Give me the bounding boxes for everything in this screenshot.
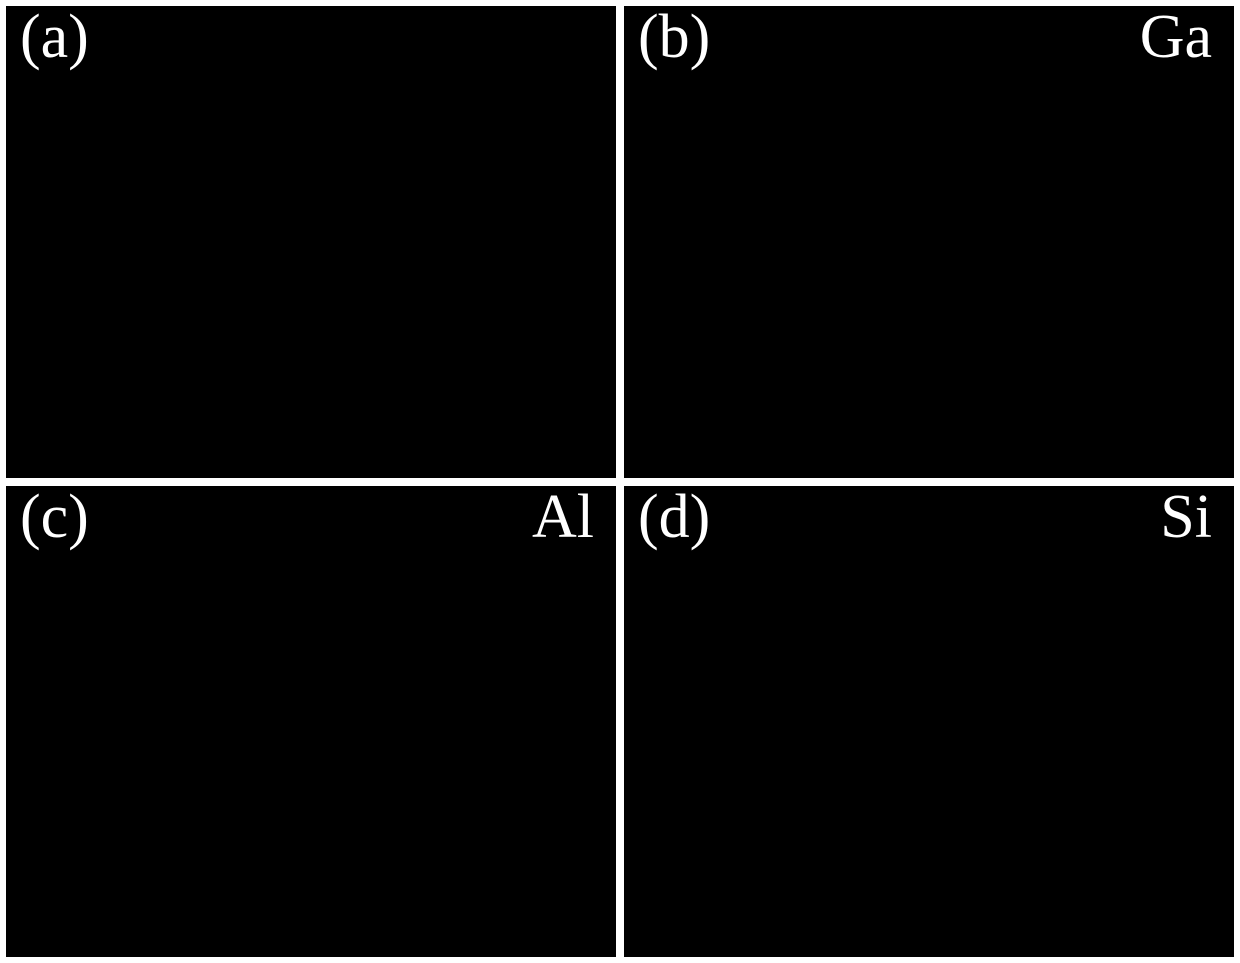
panel-b: (b) Ga — [624, 6, 1234, 478]
figure-panel-grid: (a) (b) Ga (c) Al (d) Si — [0, 0, 1240, 963]
panel-element-b: Ga — [1140, 6, 1212, 73]
panel-label-d: (d) — [638, 486, 710, 553]
panel-c: (c) Al — [6, 486, 616, 958]
panel-label-c: (c) — [20, 486, 89, 553]
panel-label-b: (b) — [638, 6, 710, 73]
panel-element-d: Si — [1160, 486, 1212, 553]
panel-element-c: Al — [532, 486, 594, 553]
panel-d: (d) Si — [624, 486, 1234, 958]
panel-label-a: (a) — [20, 6, 89, 73]
panel-a: (a) — [6, 6, 616, 478]
